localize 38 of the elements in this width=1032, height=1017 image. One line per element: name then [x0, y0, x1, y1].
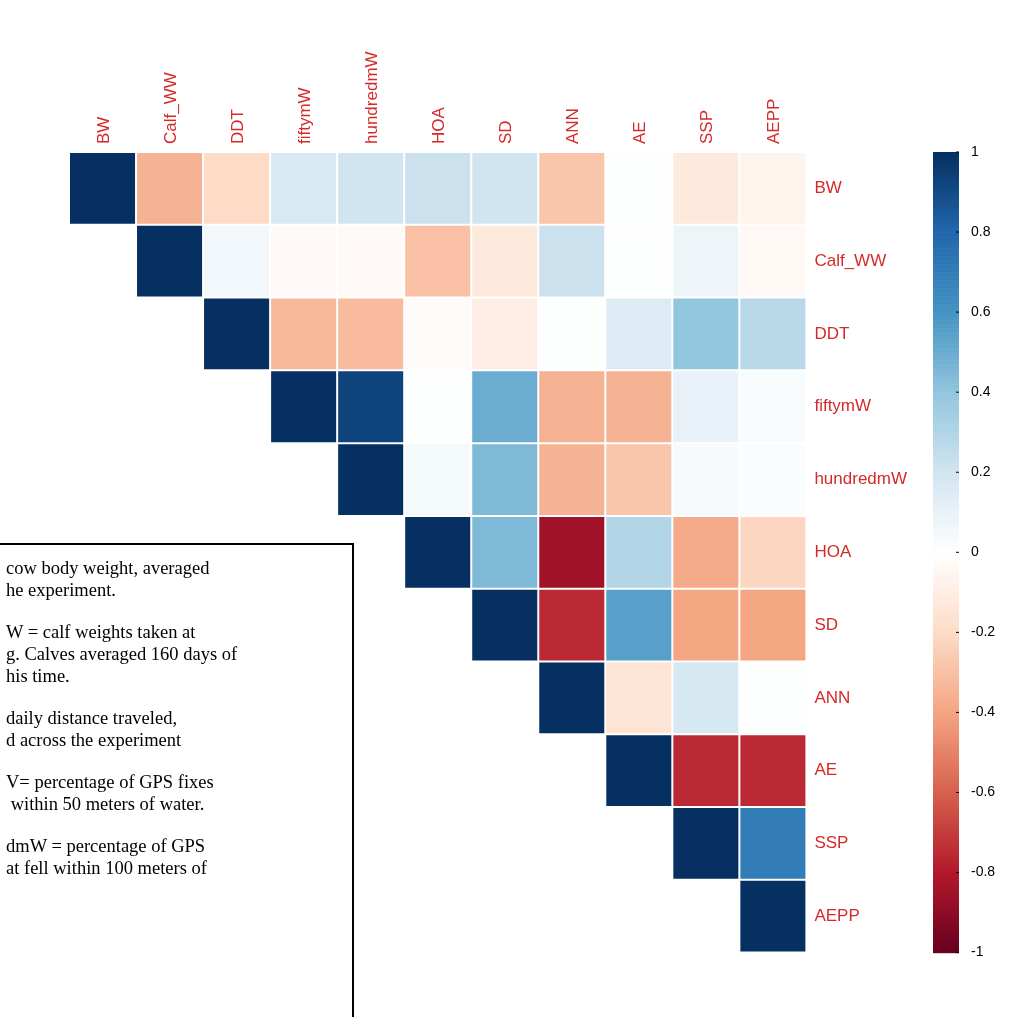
color-bar-label: -0.2: [971, 623, 996, 640]
annotation: daily distance traveled, d across the experiment: [6, 707, 183, 751]
y-tick-label: SSP: [814, 833, 849, 853]
x-tick-label: Calf_WW: [160, 72, 180, 144]
x-tick-label: DDT: [227, 109, 247, 144]
color-bar-label: -0.4: [971, 703, 996, 720]
x-tick-label: SD: [495, 120, 515, 144]
color-bar-label: 0.4: [971, 383, 991, 400]
y-tick-label: SD: [814, 614, 839, 634]
color-bar-label: 1: [971, 142, 979, 159]
annotation: cow body weight, averaged he experiment.: [6, 557, 211, 601]
y-tick-label: AEPP: [814, 905, 860, 925]
x-tick-label: SSP: [696, 109, 716, 144]
annotation: V= percentage of GPS fixes within 50 meters of water.: [6, 771, 215, 815]
y-tick-label: DDT: [814, 323, 850, 343]
x-tick-label: fiftymW: [294, 87, 314, 144]
y-tick-label: hundredmW: [814, 469, 908, 489]
color-bar-label: 0.6: [971, 302, 991, 319]
x-tick-label: HOA: [428, 106, 448, 144]
annotation: dmW = percentage of GPS at fell within 100 meters of: [6, 835, 208, 879]
color-bar-label: 0: [971, 543, 979, 560]
x-tick-label: AE: [629, 121, 649, 144]
x-tick-label: BW: [93, 116, 113, 144]
color-bar-label: 0.8: [971, 222, 991, 239]
x-tick-label: ANN: [562, 108, 582, 144]
y-tick-label: HOA: [814, 541, 852, 561]
y-tick-label: ANN: [814, 687, 851, 707]
x-tick-label: AEPP: [763, 98, 783, 144]
color-bar-label: -0.6: [971, 783, 996, 800]
color-bar-label: 0.2: [971, 463, 991, 480]
y-tick-label: AE: [814, 760, 838, 780]
y-tick-label: Calf_WW: [814, 250, 887, 270]
y-tick-label: fiftymW: [814, 396, 872, 416]
annotation: W = calf weights taken at g. Calves averaged 160 days of his time.: [6, 621, 239, 687]
color-bar-label: -0.8: [971, 863, 996, 880]
y-tick-label: BW: [814, 178, 842, 198]
color-bar-label: -1: [971, 943, 984, 960]
x-tick-label: hundredmW: [361, 51, 381, 144]
